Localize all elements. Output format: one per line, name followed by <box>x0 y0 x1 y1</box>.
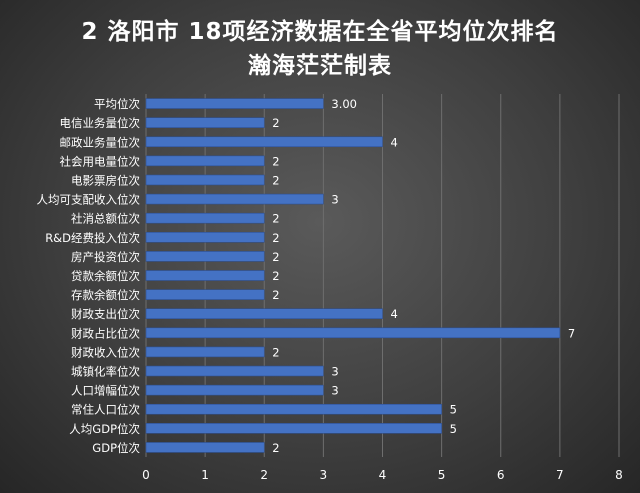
category-label: 存款余额位次 <box>71 288 140 302</box>
bar <box>145 98 324 109</box>
data-labels: 3.00 2 4 2 2 3 2 2 2 2 2 4 7 2 3 3 5 5 2 <box>272 97 575 455</box>
category-label: 财政收入位次 <box>71 345 140 359</box>
bar <box>145 308 383 320</box>
category-label: 贷款余额位次 <box>71 269 140 283</box>
bar <box>145 270 265 281</box>
data-label: 7 <box>568 326 575 340</box>
data-label: 2 <box>272 250 279 264</box>
bar <box>145 231 265 243</box>
category-label: 电影票房位次 <box>71 173 140 187</box>
category-label: 邮政业务量位次 <box>60 135 141 149</box>
x-tick-label: 7 <box>556 468 564 482</box>
category-label: 平均位次 <box>94 97 140 111</box>
data-label: 3 <box>331 384 338 398</box>
bar <box>145 289 265 300</box>
category-label: 房产投资位次 <box>71 250 140 264</box>
category-label: 电信业务量位次 <box>60 116 141 130</box>
category-label: 人均可支配收入位次 <box>37 193 141 207</box>
data-label: 3.00 <box>331 97 357 111</box>
data-label: 2 <box>272 288 279 302</box>
data-label: 2 <box>272 269 279 283</box>
x-tick-label: 0 <box>142 468 150 482</box>
data-label: 2 <box>272 441 279 455</box>
x-tick-label: 1 <box>201 468 209 482</box>
data-label: 4 <box>391 135 398 149</box>
bar <box>145 365 324 377</box>
bar <box>145 346 265 358</box>
data-label: 2 <box>272 345 279 359</box>
data-label: 2 <box>272 116 279 130</box>
chart-subtitle: 瀚海茫茫制表 <box>248 53 392 79</box>
bar <box>145 384 324 396</box>
data-label: 4 <box>391 307 398 321</box>
category-label: 人口增幅位次 <box>71 384 140 398</box>
bar <box>145 155 265 167</box>
x-tick-label: 2 <box>260 468 268 482</box>
category-labels: 平均位次电信业务量位次邮政业务量位次社会用电量位次电影票房位次人均可支配收入位次… <box>37 97 141 455</box>
data-label: 2 <box>272 212 279 226</box>
x-tick-label: 6 <box>497 468 505 482</box>
data-label: 5 <box>450 422 457 436</box>
data-label: 3 <box>331 193 338 207</box>
bar <box>145 403 442 415</box>
category-label: 财政支出位次 <box>71 307 140 321</box>
bar <box>145 136 383 148</box>
x-tick-label: 5 <box>438 468 446 482</box>
bar <box>145 193 324 205</box>
category-label: 社消总额位次 <box>71 212 140 226</box>
bar <box>145 212 265 224</box>
bar <box>145 117 265 128</box>
data-label: 2 <box>272 154 279 168</box>
data-label: 2 <box>272 173 279 187</box>
bars <box>145 98 561 453</box>
bar <box>145 327 561 339</box>
x-tick-label: 8 <box>615 468 623 482</box>
data-label: 3 <box>331 365 338 379</box>
category-label: 人均GDP位次 <box>69 422 140 436</box>
category-label: GDP位次 <box>92 441 140 455</box>
x-tick-labels: 0 1 2 3 4 5 6 7 8 <box>142 468 623 482</box>
data-label: 5 <box>450 403 457 417</box>
bar <box>145 251 265 262</box>
data-label: 2 <box>272 231 279 245</box>
category-label: 城镇化率位次 <box>71 365 140 379</box>
category-label: R&D经费投入位次 <box>45 231 140 245</box>
bar <box>145 423 442 434</box>
bar <box>145 174 265 186</box>
chart-title: 2 洛阳市 18项经济数据在全省平均位次排名 <box>81 19 559 45</box>
x-tick-label: 4 <box>379 468 387 482</box>
x-tick-label: 3 <box>320 468 328 482</box>
category-label: 财政占比位次 <box>71 326 140 340</box>
bar <box>145 442 265 453</box>
category-label: 社会用电量位次 <box>60 154 141 168</box>
category-label: 常住人口位次 <box>71 403 140 417</box>
